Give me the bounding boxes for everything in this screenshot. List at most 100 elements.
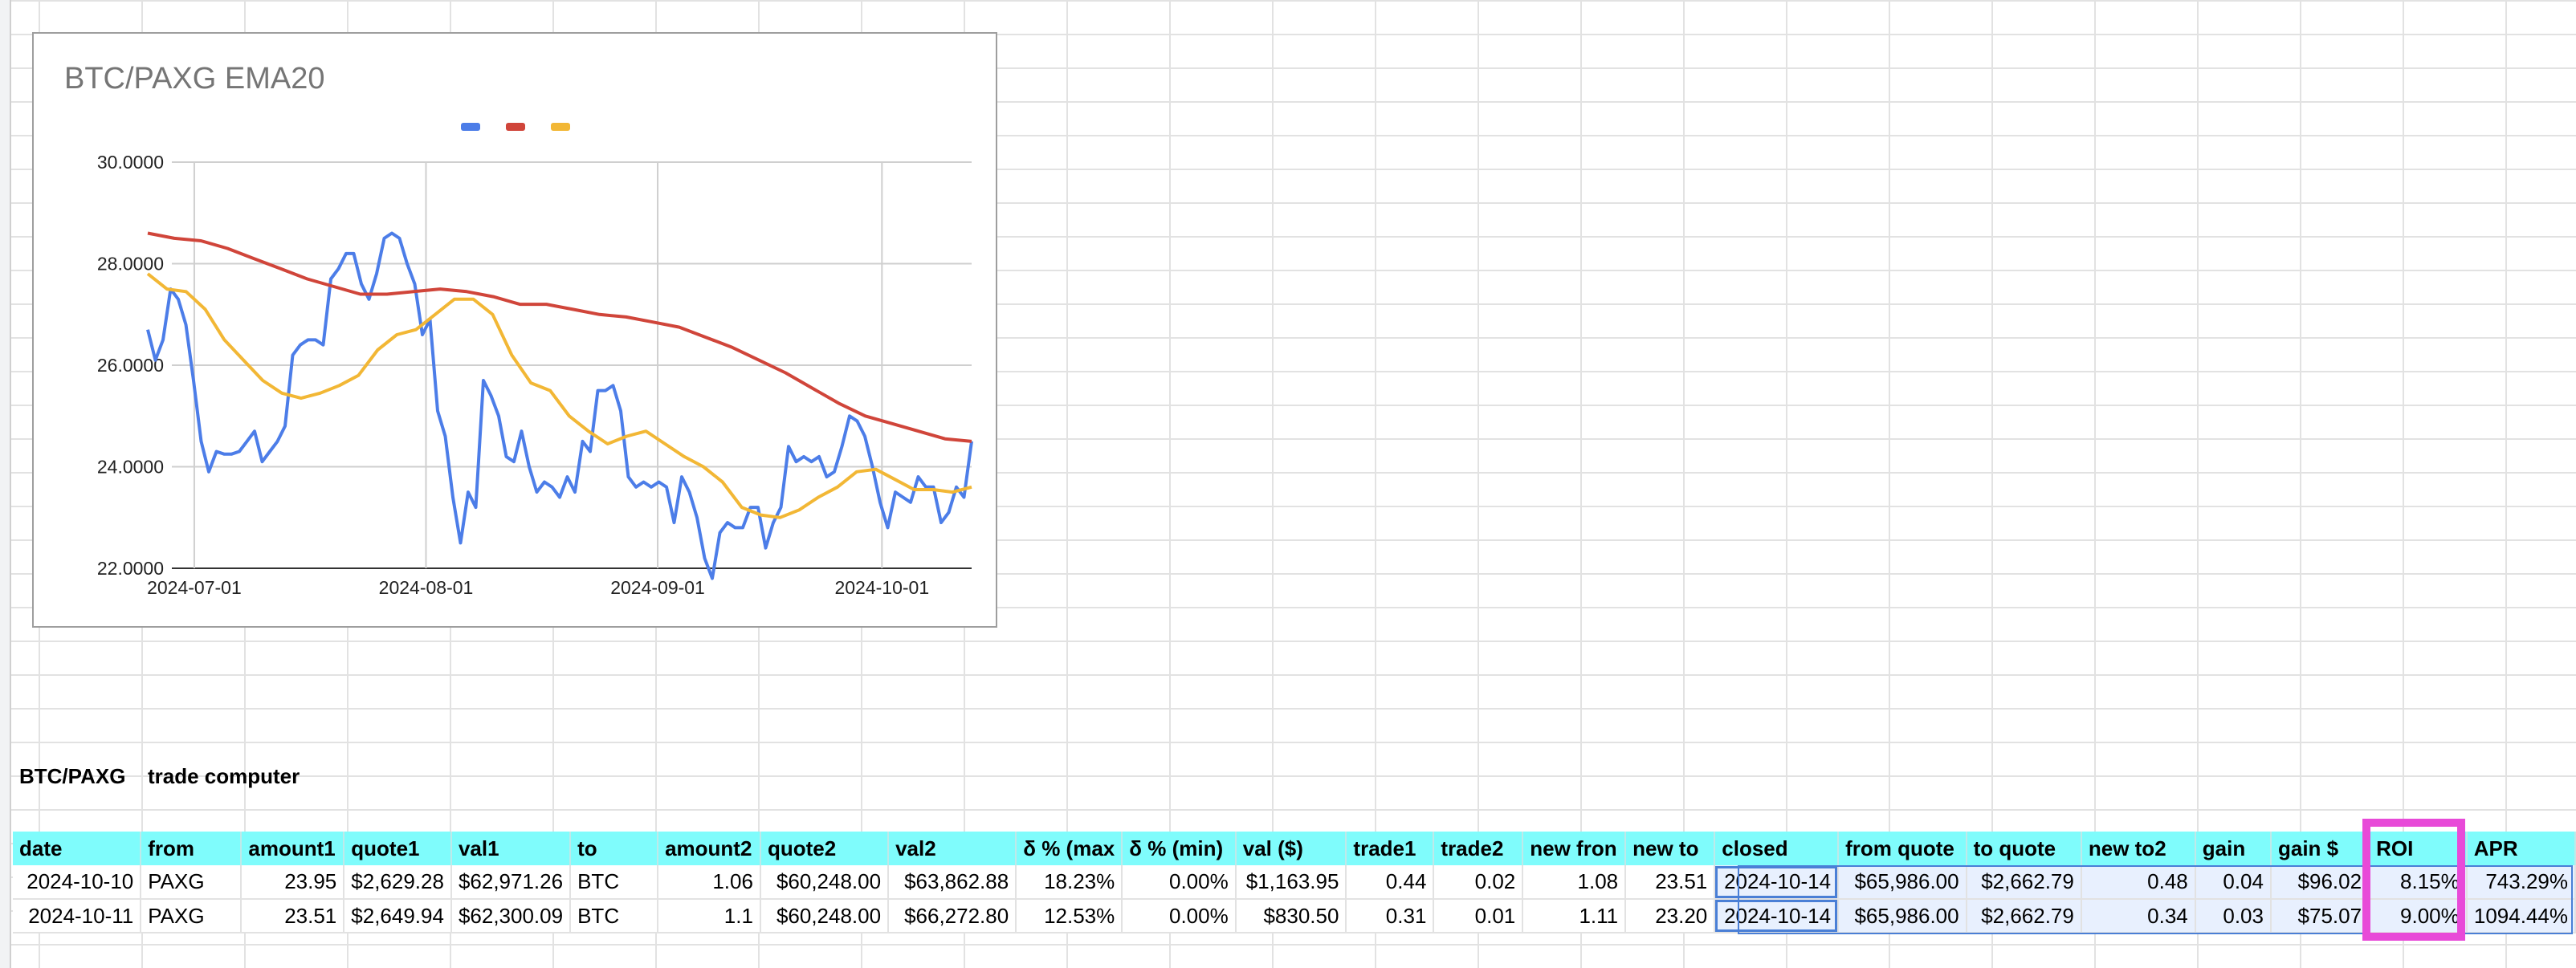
column-header[interactable]: trade1: [1346, 832, 1435, 865]
table-cell-apr[interactable]: 743.29%: [2466, 865, 2576, 900]
table-cell-quote2[interactable]: $60,248.00: [760, 899, 890, 933]
column-header[interactable]: to quote: [1966, 832, 2082, 865]
series-line-0: [146, 231, 973, 580]
x-tick-label: 2024-07-01: [147, 577, 242, 598]
table-cell-gain[interactable]: 0.03: [2195, 899, 2272, 933]
column-header[interactable]: date: [13, 832, 142, 865]
column-header[interactable]: to: [570, 832, 659, 865]
y-tick-label: 24.0000: [97, 457, 164, 478]
legend-swatch-2: [551, 123, 570, 131]
table-cell-new-fron[interactable]: 1.11: [1522, 899, 1627, 933]
table-cell-closed[interactable]: 2024-10-14: [1714, 865, 1840, 900]
table-cell-trade1[interactable]: 0.44: [1346, 865, 1435, 900]
column-header[interactable]: δ % (min): [1122, 832, 1237, 865]
x-tick-label: 2024-08-01: [379, 577, 474, 598]
column-header[interactable]: amount1: [241, 832, 345, 865]
column-header[interactable]: from: [141, 832, 243, 865]
chart-gridlines: [172, 161, 972, 569]
table-cell-from[interactable]: PAXG: [141, 899, 243, 933]
column-header[interactable]: new fron: [1522, 832, 1627, 865]
column-header[interactable]: quote1: [344, 832, 452, 865]
table-cell-from[interactable]: PAXG: [141, 865, 243, 900]
column-header[interactable]: val2: [888, 832, 1017, 865]
column-header[interactable]: new to2: [2081, 832, 2196, 865]
table-row: 2024-10-10 PAXG 23.95 $2,629.28 $62,971.26 BT…: [13, 865, 2576, 900]
table-cell-to-quote[interactable]: $2,662.79: [1966, 899, 2082, 933]
column-header[interactable]: gain: [2195, 832, 2272, 865]
column-header[interactable]: APR: [2466, 832, 2576, 865]
table-cell-apr[interactable]: 1094.44%: [2466, 899, 2576, 933]
column-header[interactable]: from quote: [1838, 832, 1967, 865]
column-header[interactable]: val1: [450, 832, 572, 865]
chart-legend: [461, 123, 570, 131]
table-cell-trade2[interactable]: 0.02: [1433, 865, 1524, 900]
table-row: 2024-10-11 PAXG 23.51 $2,649.94 $62,300.09 BT…: [13, 899, 2576, 933]
legend-swatch-0: [461, 123, 480, 131]
line-chart: BTC/PAXG EMA20 22.0000 24.0000 26.0000 28.0…: [64, 62, 973, 598]
table-cell-amount2[interactable]: 1.1: [658, 899, 761, 933]
trade-table: date from amount1 quote1 val1 to amount2 quote2…: [13, 832, 2576, 933]
column-header[interactable]: val ($): [1235, 832, 1347, 865]
x-axis-ticks: 2024-07-01 2024-08-01 2024-09-01 2024-10-01: [147, 577, 929, 598]
sheet-name-cell[interactable]: BTC/PAXG: [19, 764, 126, 788]
table-cell-amount1[interactable]: 23.95: [241, 865, 345, 900]
column-header[interactable]: amount2: [658, 832, 761, 865]
column-header[interactable]: new to: [1625, 832, 1716, 865]
table-cell-trade2[interactable]: 0.01: [1433, 899, 1524, 933]
y-tick-label: 26.0000: [97, 355, 164, 376]
table-cell-from-quote[interactable]: $65,986.00: [1838, 899, 1967, 933]
y-tick-label: 28.0000: [97, 254, 164, 275]
table-cell-to[interactable]: BTC: [570, 899, 659, 933]
chart-panel[interactable]: BTC/PAXG EMA20 22.0000 24.0000 26.0000 28.0…: [32, 32, 997, 628]
table-cell-new-fron[interactable]: 1.08: [1522, 865, 1627, 900]
table-cell-gain[interactable]: 0.04: [2195, 865, 2272, 900]
table-cell-new-to2[interactable]: 0.34: [2081, 899, 2196, 933]
row-header-strip: [0, 0, 11, 968]
table-cell-val2[interactable]: $63,862.88: [888, 865, 1017, 900]
chart-series: [146, 231, 973, 580]
column-header[interactable]: gain $: [2270, 832, 2370, 865]
table-cell-to[interactable]: BTC: [570, 865, 659, 900]
table-cell-new-to2[interactable]: 0.48: [2081, 865, 2196, 900]
table-cell-closed[interactable]: 2024-10-14: [1714, 899, 1840, 933]
x-tick-label: 2024-09-01: [610, 577, 705, 598]
table-cell-val-[interactable]: $830.50: [1235, 899, 1347, 933]
table-cell--max[interactable]: 18.23%: [1016, 865, 1123, 900]
series-line-2: [146, 272, 972, 519]
table-cell-to-quote[interactable]: $2,662.79: [1966, 865, 2082, 900]
sheet-subtitle-cell[interactable]: trade computer: [148, 764, 300, 788]
table-cell-gain-[interactable]: $75.07: [2270, 899, 2370, 933]
column-header[interactable]: closed: [1714, 832, 1840, 865]
table-cell-val-[interactable]: $1,163.95: [1235, 865, 1347, 900]
table-cell-date[interactable]: 2024-10-11: [13, 899, 142, 933]
table-cell-val2[interactable]: $66,272.80: [888, 899, 1017, 933]
table-cell-new-to[interactable]: 23.20: [1625, 899, 1716, 933]
table-cell-val1[interactable]: $62,971.26: [450, 865, 572, 900]
column-header[interactable]: δ % (max: [1016, 832, 1123, 865]
legend-swatch-1: [506, 123, 525, 131]
y-axis-ticks: 22.0000 24.0000 26.0000 28.0000 30.0000: [97, 152, 164, 579]
table-cell--min-[interactable]: 0.00%: [1122, 899, 1237, 933]
table-cell-from-quote[interactable]: $65,986.00: [1838, 865, 1967, 900]
table-cell-roi[interactable]: 9.00%: [2369, 899, 2468, 933]
column-header[interactable]: ROI: [2369, 832, 2468, 865]
column-header[interactable]: trade2: [1433, 832, 1524, 865]
table-cell-trade1[interactable]: 0.31: [1346, 899, 1435, 933]
header-row: date from amount1 quote1 val1 to amount2 quote2…: [13, 832, 2576, 865]
table-cell-amount2[interactable]: 1.06: [658, 865, 761, 900]
x-tick-label: 2024-10-01: [834, 577, 929, 598]
table-cell-quote2[interactable]: $60,248.00: [760, 865, 890, 900]
series-line-1: [147, 231, 972, 443]
table-cell--min-[interactable]: 0.00%: [1122, 865, 1237, 900]
column-header[interactable]: quote2: [760, 832, 890, 865]
table-cell-quote1[interactable]: $2,649.94: [344, 899, 452, 933]
table-cell--max[interactable]: 12.53%: [1016, 899, 1123, 933]
table-cell-date[interactable]: 2024-10-10: [13, 865, 142, 900]
table-cell-new-to[interactable]: 23.51: [1625, 865, 1716, 900]
table-cell-quote1[interactable]: $2,629.28: [344, 865, 452, 900]
y-tick-label: 30.0000: [97, 152, 164, 173]
table-cell-roi[interactable]: 8.15%: [2369, 865, 2468, 900]
table-cell-val1[interactable]: $62,300.09: [450, 899, 572, 933]
table-cell-amount1[interactable]: 23.51: [241, 899, 345, 933]
table-cell-gain-[interactable]: $96.02: [2270, 865, 2370, 900]
